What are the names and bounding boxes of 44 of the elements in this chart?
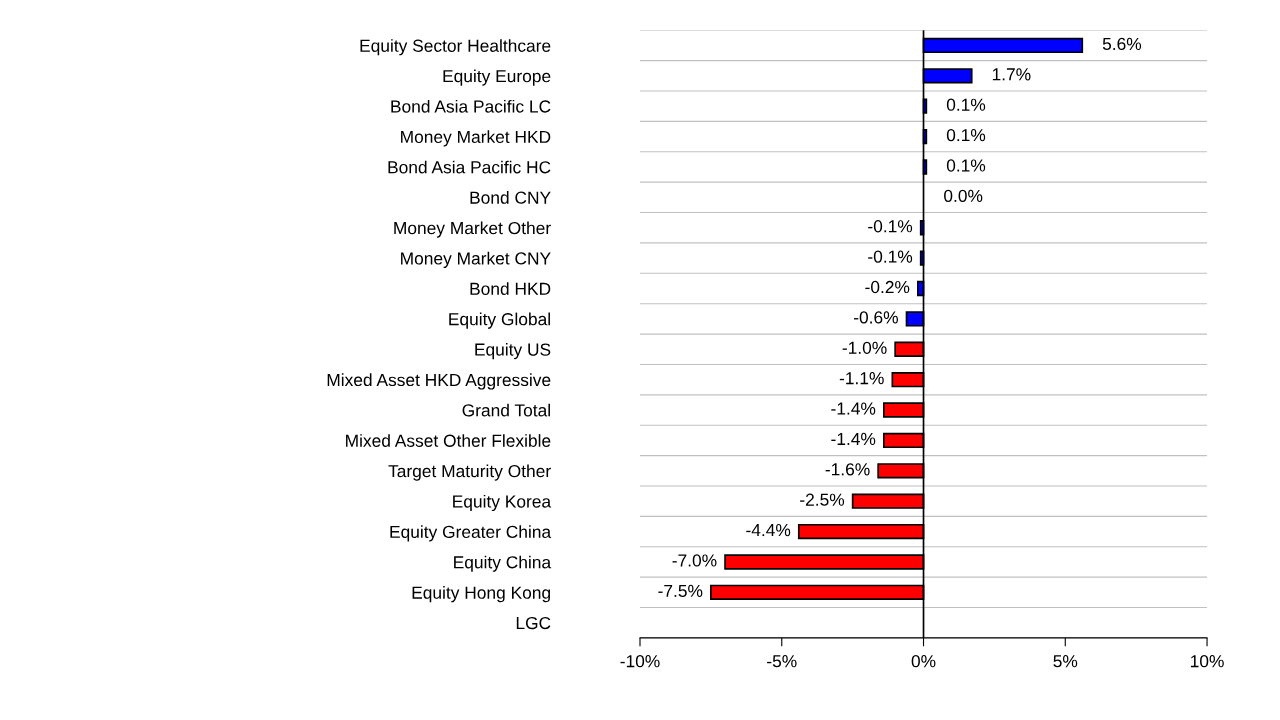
y-tick-label: Money Market HKD: [401, 130, 551, 147]
data-label: -2.5%: [800, 493, 845, 506]
data-label: -0.2%: [865, 280, 910, 294]
y-tick-label: Mixed Asset HKD Aggressive: [327, 373, 551, 390]
data-label: -0.6%: [853, 311, 898, 324]
data-label: -7.0%: [672, 554, 717, 567]
y-tick-label: Equity US: [475, 342, 551, 360]
y-tick-label: Bond Asia Pacific LC: [391, 99, 551, 113]
y-tick-label: Equity Greater China: [390, 525, 552, 542]
y-tick-label: Grand Total: [462, 403, 550, 417]
data-label: -1.4%: [831, 402, 876, 415]
data-label: -4.4%: [746, 524, 791, 537]
y-tick-label: Bond Asia Pacific HC: [388, 160, 551, 174]
data-label: -1.6%: [825, 463, 870, 476]
y-tick-label: Equity Global: [449, 312, 550, 329]
data-label: 5.6%: [1102, 37, 1142, 51]
y-tick-label: Bond CNY: [470, 191, 551, 204]
data-label: -0.1%: [868, 220, 913, 233]
data-label: -0.1%: [868, 250, 913, 263]
y-tick-label: Target Maturity Other: [388, 464, 551, 481]
data-label: 0.1%: [946, 128, 986, 142]
y-tick-label: Equity Sector Healthcare: [360, 39, 551, 56]
data-label: -1.4%: [831, 432, 876, 446]
data-label: -1.1%: [839, 372, 884, 385]
x-tick-label: 5%: [1053, 655, 1078, 668]
data-label: -1.0%: [842, 341, 887, 354]
data-label: 0.0%: [944, 189, 983, 203]
x-tick-label: 10%: [1190, 655, 1224, 668]
y-tick-label: Money Market Other: [394, 221, 551, 238]
y-tick-label: LGC: [516, 616, 551, 630]
x-tick-label: -5%: [767, 655, 797, 668]
x-tick-label: 0%: [911, 655, 936, 668]
x-tick-label: -10%: [620, 655, 660, 668]
data-label: 0.1%: [946, 98, 986, 111]
y-tick-label: Equity Hong Kong: [412, 586, 550, 603]
y-tick-label: Money Market CNY: [401, 251, 551, 269]
data-label: -7.5%: [658, 584, 703, 597]
data-label: 0.1%: [946, 159, 986, 172]
y-tick-label: Bond HKD: [470, 282, 551, 295]
y-tick-label: Equity China: [454, 555, 552, 572]
y-tick-label: Equity Europe: [443, 69, 551, 86]
y-tick-label: Equity Korea: [453, 494, 552, 512]
data-label: 1.7%: [992, 68, 1031, 81]
y-tick-label: Mixed Asset Other Flexible: [346, 434, 551, 447]
